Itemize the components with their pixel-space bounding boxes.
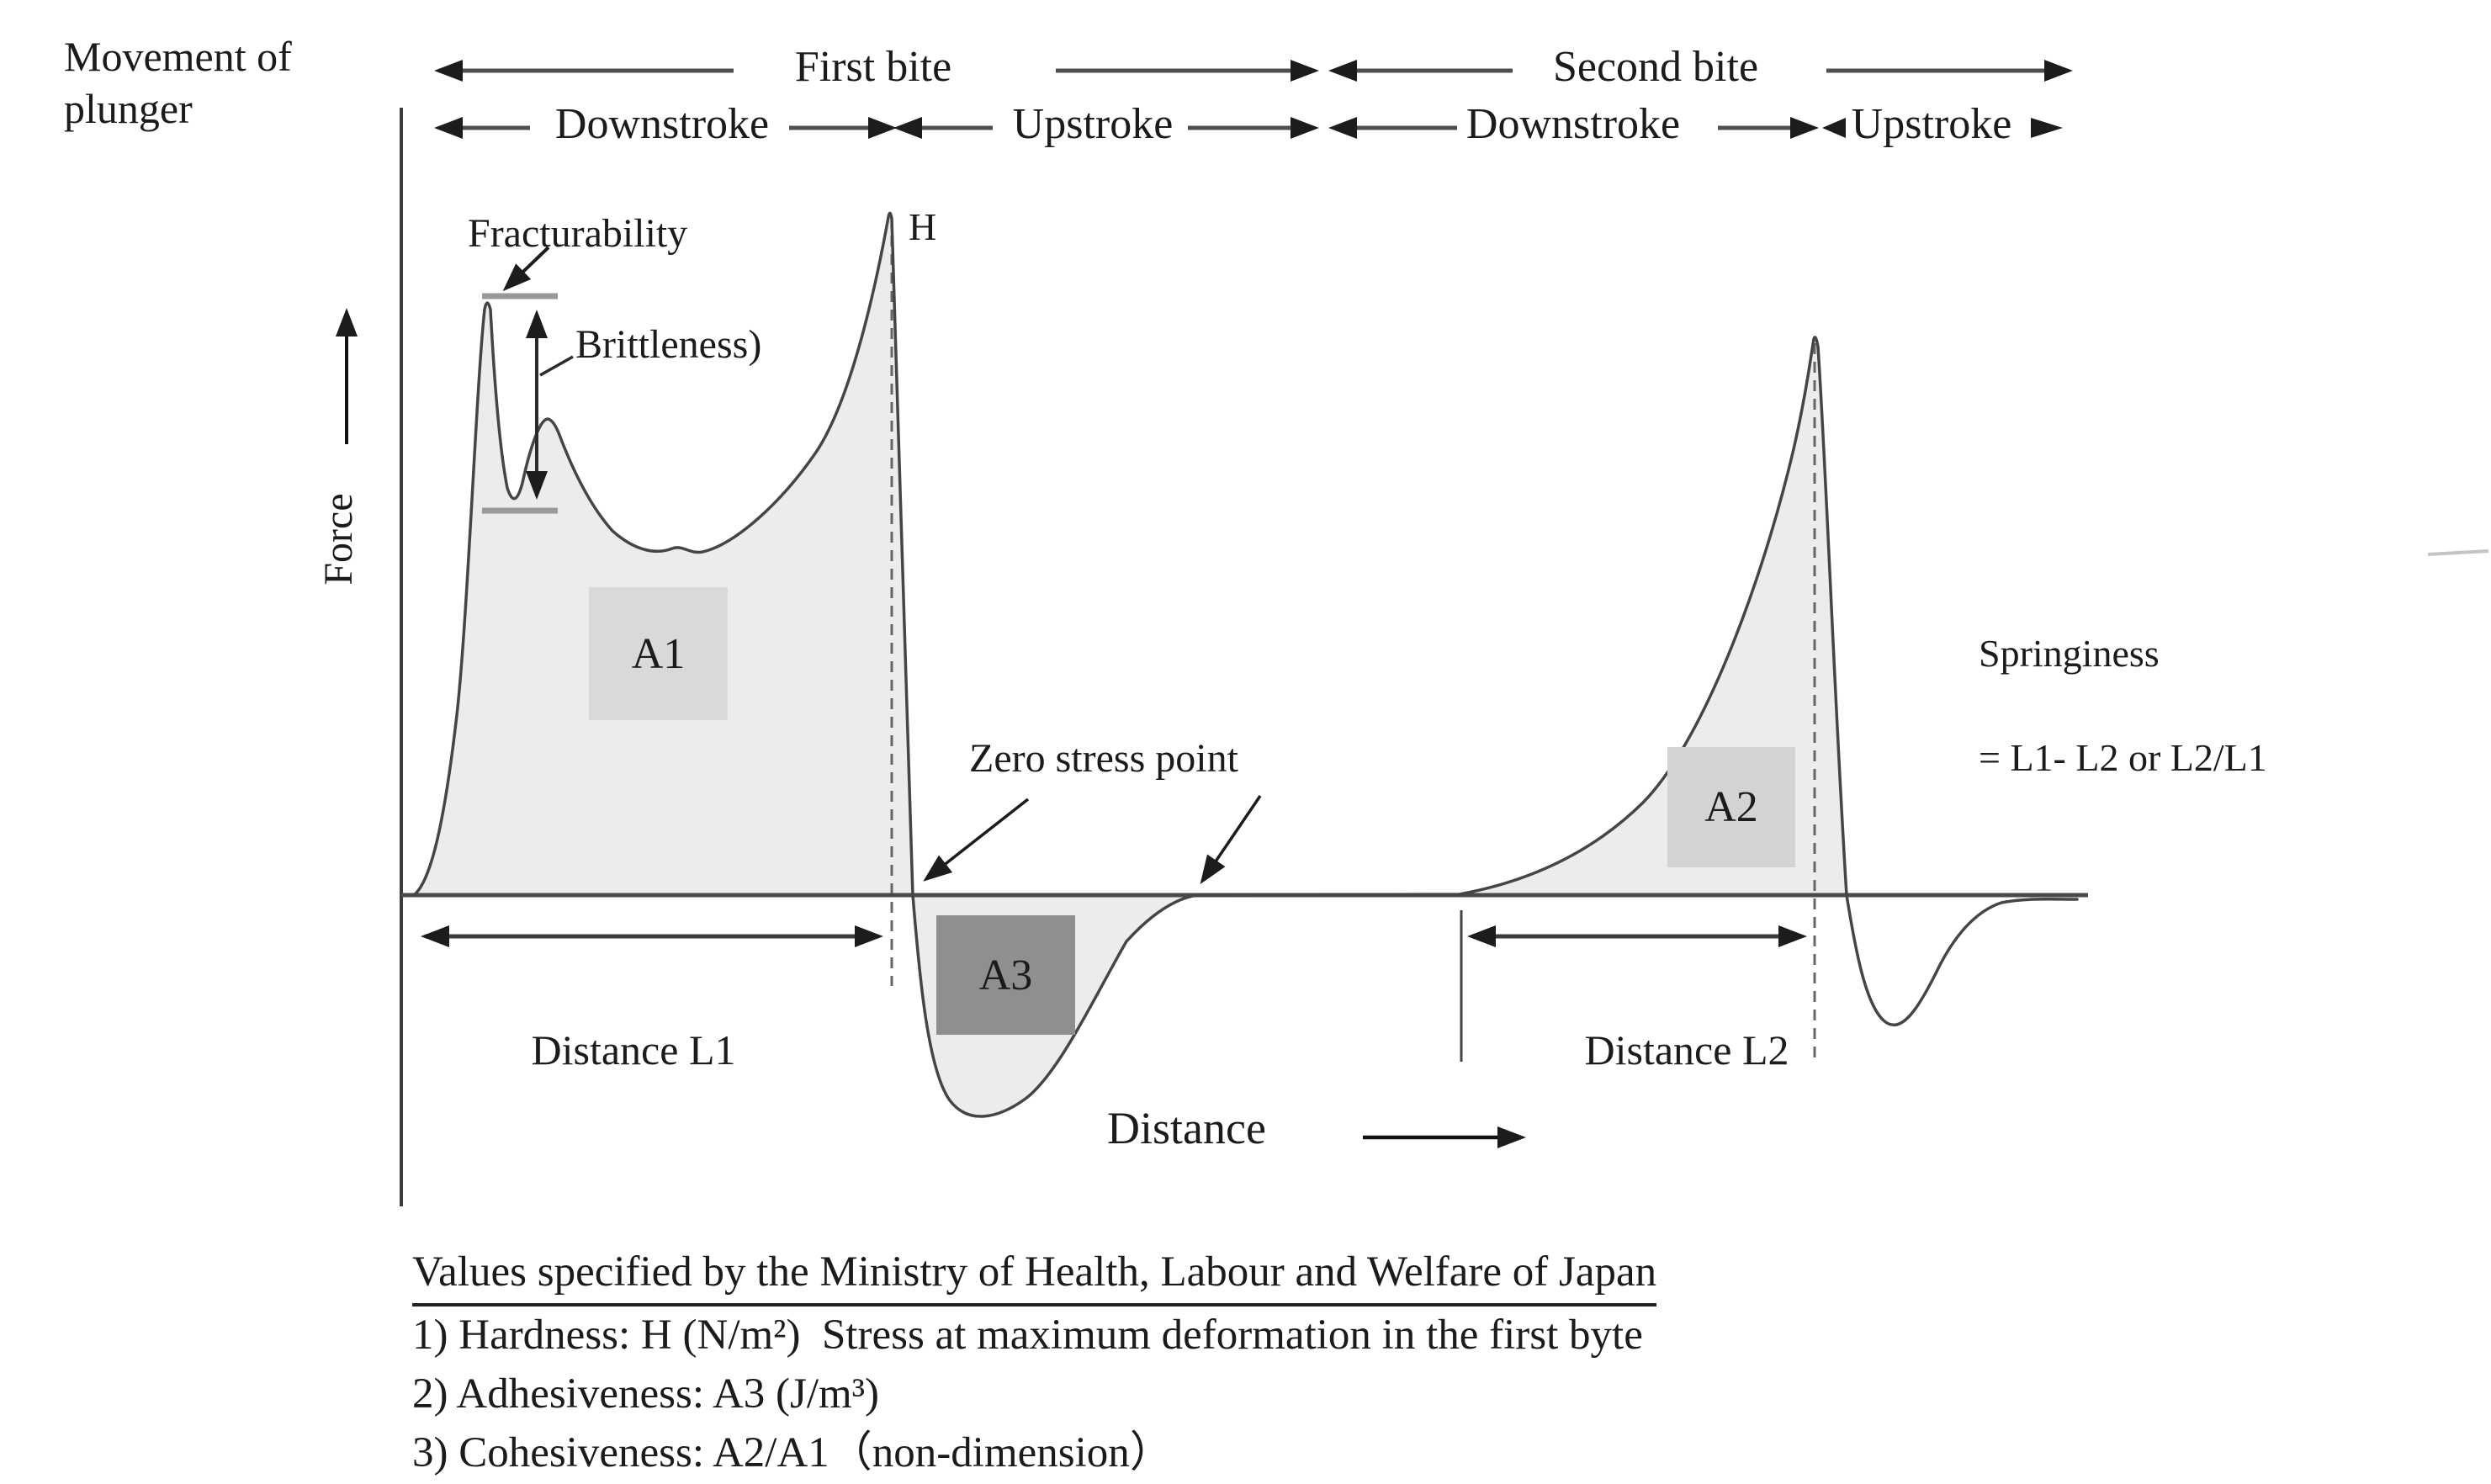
downstroke-label-second: Downstroke bbox=[1465, 100, 1681, 148]
brittleness-callout-line bbox=[539, 355, 574, 377]
area-a1-fill bbox=[414, 213, 913, 896]
springiness-line1: Springiness bbox=[1979, 632, 2160, 676]
downstroke-label-first: Downstroke bbox=[554, 100, 770, 148]
springiness-label: Springiness = L1- L2 or L2/L1 bbox=[1979, 575, 2267, 836]
fracturability-label: Fracturability bbox=[468, 211, 688, 256]
note-hardness: 1) Hardness: H (N/m²) Stress at maximum … bbox=[412, 1311, 1643, 1359]
upstroke2-left-arrowhead-icon bbox=[1822, 118, 1846, 138]
brittleness-label: Brittleness) bbox=[575, 322, 762, 367]
area-a1-box: A1 bbox=[589, 587, 728, 720]
distance-l1-label: Distance L1 bbox=[531, 1026, 736, 1073]
note-adhesiveness: 2) Adhesiveness: A3 (J/m³) bbox=[412, 1370, 879, 1418]
fracturability-pointer-arrow bbox=[502, 246, 550, 292]
area-a1-label: A1 bbox=[631, 629, 686, 678]
notes-block: Values specified by the Ministry of Heal… bbox=[412, 1243, 1657, 1482]
area-a3-box: A3 bbox=[936, 915, 1075, 1035]
second-bite-label: Second bite bbox=[1552, 43, 1759, 91]
area-a2-label: A2 bbox=[1704, 783, 1758, 831]
note-cohesiveness: 3) Cohesiveness: A2/A1（non-dimension） bbox=[412, 1428, 1173, 1476]
notes-heading: Values specified by the Ministry of Heal… bbox=[412, 1243, 1657, 1306]
hardness-peak-label: H bbox=[909, 205, 937, 248]
force-axis-label: Force bbox=[316, 493, 361, 586]
distance-axis-label: Distance bbox=[1107, 1103, 1266, 1153]
zero-stress-arrow-left bbox=[923, 798, 1030, 882]
distance-l2-label: Distance L2 bbox=[1584, 1026, 1789, 1073]
area-a3-label: A3 bbox=[978, 951, 1033, 999]
springiness-line2: = L1- L2 or L2/L1 bbox=[1979, 736, 2267, 780]
zero-stress-arrow-right bbox=[1200, 795, 1262, 884]
zero-stress-point-label: Zero stress point bbox=[969, 736, 1238, 781]
scan-artifact-dash bbox=[2427, 549, 2489, 556]
upstroke2-right-arrowhead-icon bbox=[2031, 118, 2063, 138]
force-curve bbox=[412, 211, 2079, 1118]
upstroke-label-first: Upstroke bbox=[1012, 100, 1174, 148]
plunger-label: Movement of plunger bbox=[64, 33, 292, 132]
area-a2-box: A2 bbox=[1667, 747, 1795, 867]
first-bite-label: First bite bbox=[794, 43, 952, 91]
upstroke-label-second: Upstroke bbox=[1851, 100, 2012, 148]
